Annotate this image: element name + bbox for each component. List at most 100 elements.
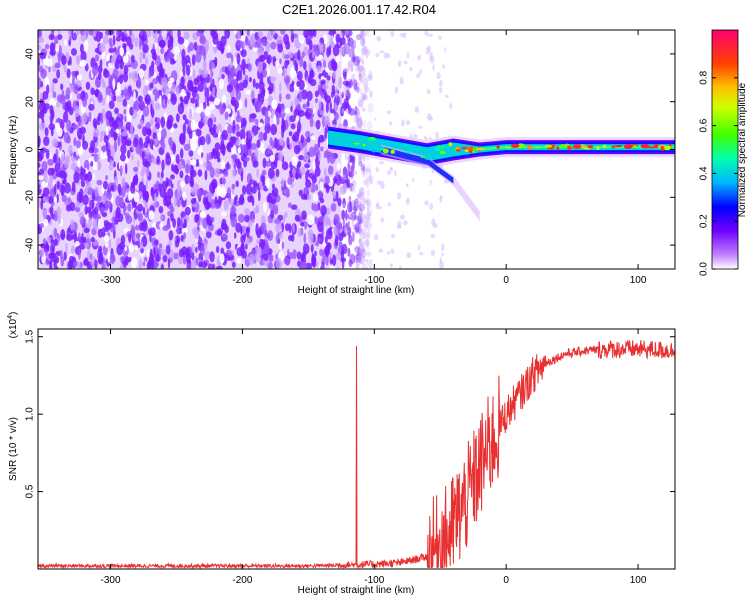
noise-blob [335, 33, 341, 44]
noise-blob [360, 165, 366, 172]
noise-blob [351, 45, 355, 56]
noise-blob [298, 189, 303, 197]
noise-blob [354, 224, 360, 233]
noise-blob [192, 227, 199, 237]
signal-hotspot [544, 145, 553, 148]
noise-blob [148, 72, 151, 79]
noise-blob [286, 83, 290, 91]
signal-hotspot [602, 144, 607, 148]
noise-blob [124, 212, 130, 220]
noise-speckle [379, 50, 385, 54]
noise-blob [268, 82, 274, 93]
noise-blob [90, 236, 96, 243]
noise-blob [135, 232, 141, 239]
noise-blob [338, 241, 343, 248]
noise-blob [367, 120, 373, 131]
noise-blob [44, 127, 49, 137]
noise-blob [254, 118, 259, 126]
noise-blob [115, 30, 119, 37]
signal-hotspot [390, 149, 396, 154]
noise-blob [224, 111, 229, 120]
noise-blob [82, 134, 85, 146]
noise-blob [244, 208, 250, 216]
noise-blob [363, 45, 369, 53]
signal-hotspot [448, 142, 453, 147]
noise-speckle [375, 52, 380, 58]
noise-blob [234, 232, 237, 239]
noise-blob [358, 96, 366, 102]
noise-blob [167, 188, 174, 199]
noise-blob [360, 216, 364, 224]
noise-blob [199, 35, 207, 45]
noise-blob [167, 51, 174, 60]
noise-blob [252, 98, 255, 106]
noise-blob [97, 72, 102, 81]
noise-speckle [394, 86, 399, 94]
noise-blob [360, 163, 365, 172]
noise-blob [288, 223, 292, 234]
noise-blob [98, 252, 102, 264]
noise-blob [197, 220, 200, 227]
noise-blob [131, 55, 135, 63]
noise-blob [79, 216, 87, 226]
noise-blob [309, 39, 313, 51]
noise-blob [368, 258, 373, 269]
noise-blob [39, 249, 45, 258]
noise-blob [232, 119, 236, 131]
noise-blob [360, 248, 367, 259]
signal-hotspot [580, 144, 586, 149]
noise-blob [120, 255, 126, 262]
signal-hotspot [439, 150, 446, 155]
noise-blob [240, 49, 247, 58]
signal-hotspot [382, 148, 389, 154]
noise-blob [272, 56, 276, 62]
noise-blob [312, 203, 319, 212]
noise-blob [160, 47, 165, 54]
noise-blob [142, 43, 149, 54]
noise-blob [71, 156, 76, 162]
noise-blob [66, 119, 72, 132]
noise-blob [290, 30, 294, 36]
noise-blob [230, 81, 237, 87]
noise-blob [361, 120, 367, 129]
signal-hotspot [475, 147, 485, 151]
noise-blob [149, 231, 152, 243]
noise-blob [240, 225, 243, 235]
noise-blob [242, 144, 248, 153]
noise-blob [369, 209, 373, 216]
noise-speckle [424, 200, 429, 206]
noise-blob [366, 212, 371, 222]
noise-blob [257, 61, 263, 73]
noise-blob [277, 67, 283, 75]
noise-blob [69, 202, 76, 212]
noise-blob [200, 152, 204, 158]
noise-blob [309, 70, 315, 79]
noise-blob [356, 86, 360, 94]
noise-blob [283, 33, 289, 45]
noise-blob [109, 42, 113, 49]
noise-blob [63, 157, 70, 169]
noise-blob [299, 166, 306, 176]
noise-blob [274, 111, 281, 119]
noise-blob [66, 68, 71, 79]
noise-blob [188, 131, 193, 139]
noise-blob [53, 238, 59, 246]
noise-blob [79, 192, 84, 203]
noise-blob [290, 123, 296, 130]
noise-blob [230, 215, 238, 228]
noise-blob [161, 128, 167, 139]
noise-blob [57, 53, 61, 63]
noise-blob [108, 239, 112, 250]
noise-blob [258, 180, 262, 189]
noise-blob [358, 71, 362, 78]
noise-blob [79, 30, 85, 36]
noise-blob [221, 160, 226, 170]
noise-blob [133, 137, 138, 148]
y-tick-label: 40 [25, 48, 36, 60]
noise-blob [216, 265, 223, 269]
noise-blob [358, 69, 362, 77]
snr-frame [37, 328, 676, 570]
noise-speckle [403, 220, 408, 226]
y-tick-label: 1.0 [25, 407, 36, 421]
noise-blob [362, 91, 367, 100]
